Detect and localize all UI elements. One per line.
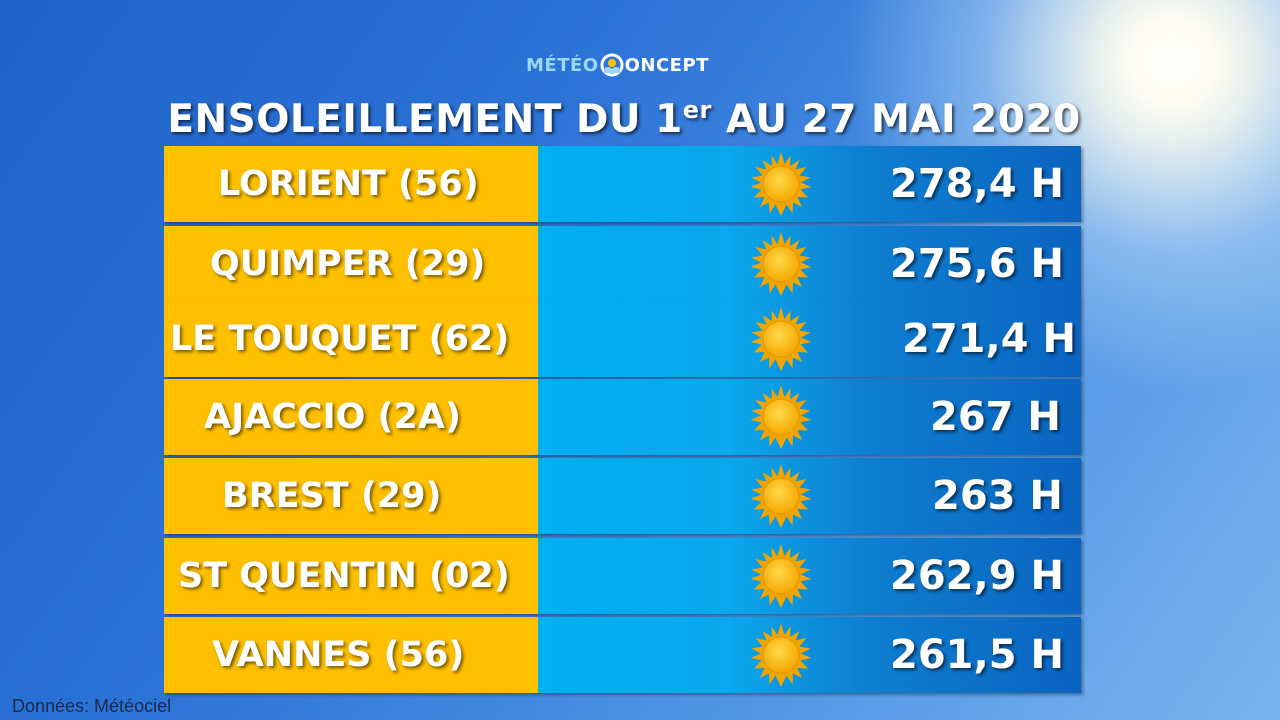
city-label: VANNES (56) [212,635,465,675]
value-bar [538,301,1081,377]
sun-icon [749,152,813,216]
city-box: BREST (29) [164,458,538,534]
hours-value: 278,4 H [890,161,1064,207]
city-label: LORIENT (56) [218,164,479,204]
hours-value: 267 H [930,394,1061,440]
value-bar [538,617,1081,693]
ranking-row: ST QUENTIN (02) 262,9 H [164,538,1081,614]
data-source-note: Données: Météociel [12,696,172,716]
value-bar [538,538,1081,614]
title-main: ENSOLEILLEMENT DU 1 [167,97,683,142]
sun-icon [749,544,813,608]
value-bar [538,379,1081,455]
sun-icon [749,385,813,449]
ranking-row: VANNES (56) 261,5 H [164,617,1081,693]
sun-icon [749,464,813,528]
logo-text-concept: ONCEPT [624,54,709,76]
ranking-row: QUIMPER (29) 275,6 H [164,226,1081,302]
city-box: VANNES (56) [164,617,538,693]
city-box: ST QUENTIN (02) [164,538,538,614]
hours-value: 262,9 H [890,553,1064,599]
city-box: AJACCIO (2A) [164,379,538,455]
ranking-row: LE TOUQUET (62) 271,4 H [164,301,1081,377]
city-label: QUIMPER (29) [210,244,486,284]
city-box: LORIENT (56) [164,146,538,222]
logo-text-meteo: MÉTÉO [526,54,599,76]
sun-icon [749,623,813,687]
ranking-row: AJACCIO (2A) 267 H [164,379,1081,455]
city-label: AJACCIO (2A) [204,397,461,437]
ranking-row: LORIENT (56) 278,4 H [164,146,1081,222]
logo-cloud-icon [600,53,624,77]
ranking-row: BREST (29) 263 H [164,458,1081,534]
city-label: ST QUENTIN (02) [178,556,510,596]
hours-value: 263 H [932,473,1063,519]
hours-value: 271,4 H [902,316,1076,362]
meteo-concept-logo: MÉTÉO ONCEPT [526,52,709,78]
hours-value: 261,5 H [890,632,1064,678]
city-box: LE TOUQUET (62) [164,301,538,377]
title-superscript: er [682,96,712,124]
page-title: ENSOLEILLEMENT DU 1er AU 27 MAI 2020 [0,92,1248,148]
sun-icon [749,307,813,371]
value-bar [538,226,1081,302]
value-bar [538,458,1081,534]
hours-value: 275,6 H [890,241,1064,287]
title-rest: AU 27 MAI 2020 [711,97,1081,142]
city-label: BREST (29) [222,476,442,516]
city-box: QUIMPER (29) [164,226,538,302]
city-label: LE TOUQUET (62) [170,319,510,359]
sun-icon [749,232,813,296]
value-bar [538,146,1081,222]
